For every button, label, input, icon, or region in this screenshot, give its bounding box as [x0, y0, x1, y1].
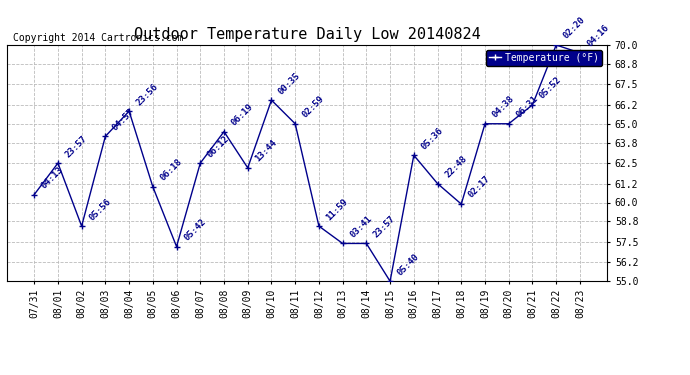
Text: 05:40: 05:40	[395, 252, 421, 277]
Text: Copyright 2014 Cartronics.com: Copyright 2014 Cartronics.com	[13, 33, 184, 43]
Text: 06:31: 06:31	[514, 94, 540, 120]
Text: 22:48: 22:48	[443, 154, 469, 179]
Text: 00:35: 00:35	[277, 70, 302, 96]
Text: 04:38: 04:38	[491, 94, 516, 120]
Text: 23:57: 23:57	[63, 134, 89, 159]
Text: 23:57: 23:57	[372, 214, 397, 239]
Legend: Temperature (°F): Temperature (°F)	[486, 50, 602, 66]
Text: 06:18: 06:18	[159, 157, 184, 183]
Text: 04:13: 04:13	[40, 165, 65, 190]
Text: 05:36: 05:36	[420, 126, 445, 151]
Text: 02:59: 02:59	[301, 94, 326, 120]
Title: Outdoor Temperature Daily Low 20140824: Outdoor Temperature Daily Low 20140824	[134, 27, 480, 42]
Text: 04:57: 04:57	[111, 107, 137, 132]
Text: 02:20: 02:20	[562, 15, 587, 41]
Text: 06:12: 06:12	[206, 134, 231, 159]
Text: 05:42: 05:42	[182, 217, 208, 242]
Text: 11:59: 11:59	[324, 196, 350, 222]
Text: 05:52: 05:52	[538, 75, 563, 100]
Text: 03:41: 03:41	[348, 214, 373, 239]
Text: 04:16: 04:16	[586, 23, 611, 49]
Text: 06:19: 06:19	[230, 102, 255, 128]
Text: 05:56: 05:56	[87, 196, 112, 222]
Text: 02:17: 02:17	[467, 174, 492, 200]
Text: 13:44: 13:44	[253, 138, 279, 164]
Text: 23:56: 23:56	[135, 82, 160, 107]
